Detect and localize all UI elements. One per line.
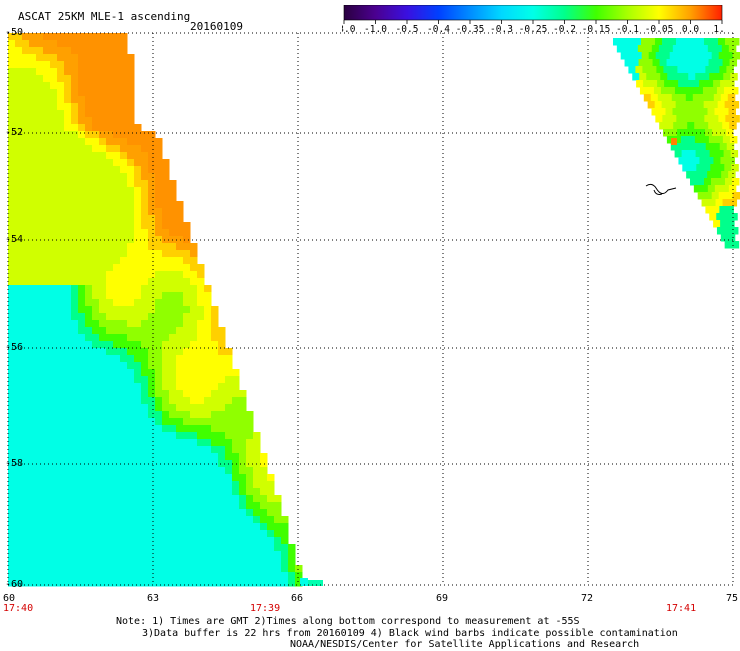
map-title: ASCAT 25KM MLE-1 ascending (18, 10, 191, 23)
map-date: 20160109 (190, 20, 243, 33)
lon-tick-72: 72 (581, 593, 594, 604)
lat-tick-54: -54 (5, 234, 24, 245)
note-line-1: Note: 1) Times are GMT 2)Times along bot… (116, 616, 580, 627)
lon-tick-75: 75 (726, 593, 739, 604)
colorbar-tick-label: -0.4 (427, 24, 450, 33)
colorbar: -3.0-1.0-0.5-0.4-0.35-0.3-0.25-0.2-0.15-… (342, 5, 724, 33)
colorbar-tick-label: -0.35 (456, 24, 485, 33)
colorbar-tick-label: -0.3 (490, 24, 513, 33)
lon-tick-60: 60 (3, 593, 16, 604)
graticule (7, 32, 734, 586)
lat-tick-56: -56 (5, 342, 24, 353)
colorbar-tick-label: -0.15 (582, 24, 611, 33)
colorbar-tick-label: 1.0 (713, 24, 724, 33)
lat-tick-58: -58 (5, 458, 24, 469)
lat-tick-50: -50 (5, 27, 24, 38)
swath-map (7, 32, 740, 587)
colorbar-tick-label: -0.1 (616, 24, 639, 33)
lon-tick-66: 66 (291, 593, 304, 604)
swath-cells (8, 33, 740, 587)
colorbar-tick-label: -0.5 (396, 24, 419, 33)
contamination-barb (645, 183, 677, 195)
colorbar-tick-label: -0.05 (645, 24, 674, 33)
colorbar-tick-label: 0.0 (682, 24, 699, 33)
lon-tick-63: 63 (147, 593, 160, 604)
colorbar-tick-label: -3.0 (342, 24, 356, 33)
pass-time-right: 17:41 (666, 603, 697, 614)
colorbar-tick-label: -1.0 (364, 24, 387, 33)
lon-tick-69: 69 (436, 593, 449, 604)
colorbar-tick-label: -0.2 (553, 24, 576, 33)
note-line-3: NOAA/NESDIS/Center for Satellite Applica… (290, 639, 640, 650)
lat-tick-52: -52 (5, 127, 24, 138)
note-line-2: 3)Data buffer is 22 hrs from 20160109 4)… (142, 628, 678, 639)
pass-time-left: 17:40 (3, 603, 34, 614)
pass-time-middle: 17:39 (250, 603, 281, 614)
colorbar-tick-label: -0.25 (519, 24, 548, 33)
lat-tick-60: -60 (5, 579, 24, 590)
